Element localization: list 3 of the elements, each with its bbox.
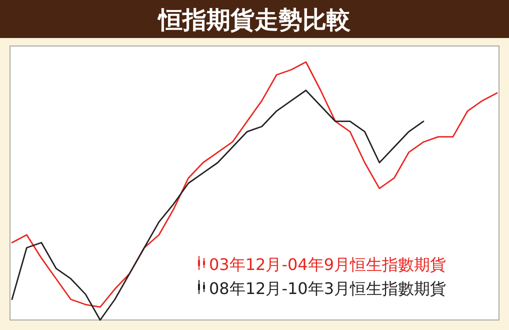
legend-label: 08年12月-10年3月恒生指數期貨 — [209, 279, 446, 298]
chart-title: 恒指期貨走勢比較 — [156, 6, 352, 34]
legend-label: 03年12月-04年9月恒生指數期貨 — [209, 255, 446, 274]
